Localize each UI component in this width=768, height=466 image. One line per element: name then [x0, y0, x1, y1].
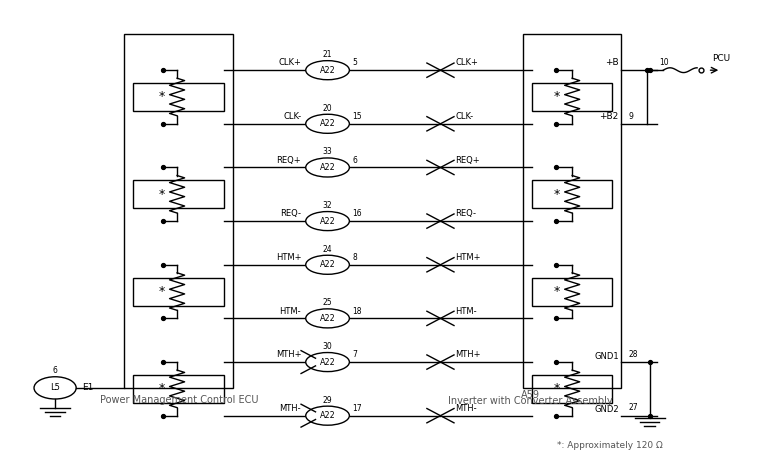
Ellipse shape: [306, 309, 349, 328]
Text: REQ+: REQ+: [276, 156, 301, 164]
Text: +B: +B: [605, 58, 619, 67]
Text: L5: L5: [50, 384, 60, 392]
Text: 18: 18: [353, 307, 362, 315]
Bar: [124, 34, 233, 388]
Text: 6: 6: [353, 156, 357, 164]
Ellipse shape: [306, 212, 349, 231]
Text: 15: 15: [353, 112, 362, 121]
Text: 21: 21: [323, 50, 333, 59]
Text: 9: 9: [628, 112, 634, 121]
Text: *: *: [554, 285, 560, 298]
Text: 29: 29: [323, 396, 333, 404]
Bar: [532, 83, 612, 111]
Bar: [134, 180, 224, 208]
Bar: [134, 83, 224, 111]
Ellipse shape: [306, 114, 349, 133]
Text: A22: A22: [319, 260, 336, 269]
Text: 30: 30: [323, 342, 333, 351]
Text: PCU: PCU: [712, 54, 730, 63]
Text: A22: A22: [319, 119, 336, 128]
Text: A22: A22: [319, 217, 336, 226]
Bar: [134, 278, 224, 306]
Text: REQ-: REQ-: [455, 209, 476, 218]
Text: E1: E1: [82, 384, 94, 392]
Text: GND1: GND1: [594, 352, 619, 361]
Ellipse shape: [306, 353, 349, 371]
Bar: [532, 278, 612, 306]
Text: Power Management Control ECU: Power Management Control ECU: [100, 395, 258, 405]
Text: MTH-: MTH-: [455, 404, 477, 413]
Bar: [532, 180, 612, 208]
Ellipse shape: [306, 406, 349, 425]
Text: 10: 10: [659, 58, 668, 67]
Text: HTM-: HTM-: [280, 307, 301, 315]
Bar: [134, 375, 224, 403]
Text: CLK-: CLK-: [283, 112, 301, 121]
Text: *: *: [159, 285, 165, 298]
Text: HTM-: HTM-: [455, 307, 477, 315]
Text: Inverter with Converter Assembly: Inverter with Converter Assembly: [449, 396, 613, 406]
Text: CLK-: CLK-: [455, 112, 474, 121]
Text: 25: 25: [323, 298, 333, 307]
Text: MTH+: MTH+: [455, 350, 481, 359]
Text: *: *: [159, 90, 165, 103]
Text: 28: 28: [628, 350, 638, 359]
Text: A22: A22: [319, 314, 336, 323]
Text: 32: 32: [323, 201, 333, 210]
Text: 6: 6: [53, 366, 58, 375]
Text: 17: 17: [353, 404, 362, 413]
Text: 7: 7: [353, 350, 357, 359]
Text: CLK+: CLK+: [278, 58, 301, 68]
Text: GND2: GND2: [594, 405, 619, 414]
Text: *: Approximately 120 Ω: *: Approximately 120 Ω: [557, 441, 663, 451]
Ellipse shape: [306, 158, 349, 177]
Text: 16: 16: [353, 209, 362, 218]
Text: MTH+: MTH+: [276, 350, 301, 359]
Text: 20: 20: [323, 103, 333, 113]
Ellipse shape: [306, 255, 349, 274]
Text: A22: A22: [319, 66, 336, 75]
Text: MTH-: MTH-: [280, 404, 301, 413]
Text: 33: 33: [323, 147, 333, 157]
Text: REQ+: REQ+: [455, 156, 480, 164]
Text: REQ-: REQ-: [280, 209, 301, 218]
Text: HTM+: HTM+: [276, 253, 301, 262]
Text: *: *: [554, 90, 560, 103]
Text: 8: 8: [353, 253, 357, 262]
Text: A22: A22: [319, 163, 336, 172]
Text: 27: 27: [628, 404, 638, 412]
Text: 5: 5: [353, 58, 357, 68]
Text: +B2: +B2: [600, 112, 619, 121]
Bar: [523, 34, 621, 388]
Text: *: *: [159, 383, 165, 395]
Bar: [532, 375, 612, 403]
Text: *: *: [554, 188, 560, 201]
Text: CLK+: CLK+: [455, 58, 478, 68]
Text: A59: A59: [521, 390, 540, 400]
Text: 24: 24: [323, 245, 333, 254]
Text: *: *: [159, 188, 165, 201]
Text: *: *: [554, 383, 560, 395]
Text: A22: A22: [319, 357, 336, 367]
Text: HTM+: HTM+: [455, 253, 481, 262]
Text: A22: A22: [319, 411, 336, 420]
Ellipse shape: [306, 61, 349, 80]
